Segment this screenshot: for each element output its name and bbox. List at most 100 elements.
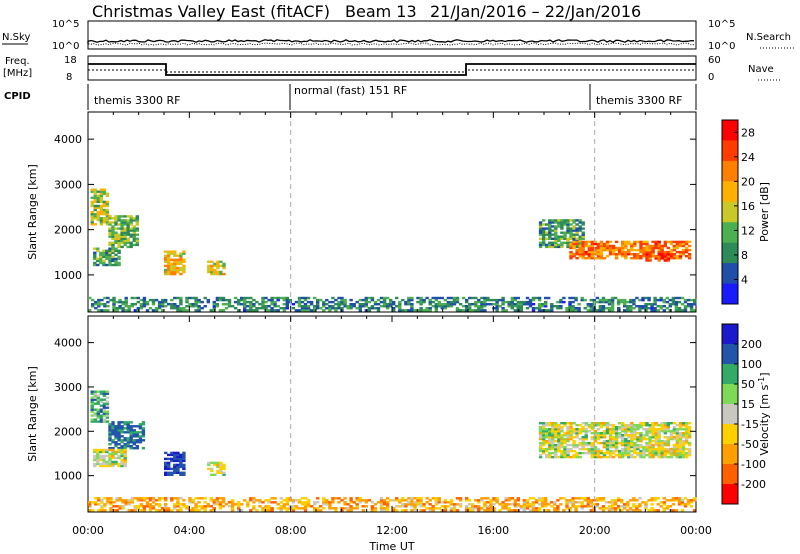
power-cell (91, 298, 95, 302)
power-cell (590, 257, 594, 260)
velocity-cell (121, 499, 125, 502)
velocity-cell (179, 465, 183, 469)
velocity-cell (108, 431, 112, 434)
velocity-cell (548, 437, 552, 441)
power-cell (575, 231, 579, 234)
power-cell (176, 254, 180, 257)
velocity-cell (596, 428, 601, 431)
power-cell (437, 296, 441, 300)
velocity-cell (395, 499, 399, 502)
velocity-cell (608, 439, 613, 443)
velocity-cell (548, 422, 552, 425)
power-cell (434, 305, 438, 308)
velocity-cell (108, 460, 112, 464)
power-cell (219, 270, 223, 274)
power-cell (538, 231, 543, 234)
velocity-cell (678, 443, 683, 447)
power-cell (120, 215, 124, 218)
power-cell (630, 244, 634, 248)
velocity-cell (639, 436, 643, 439)
power-cell (465, 300, 469, 304)
velocity-cell (627, 445, 631, 449)
velocity-cell (118, 499, 122, 502)
velocity-cell (630, 455, 634, 459)
power-cell (373, 300, 378, 304)
power-cell (93, 196, 97, 199)
power-cell (285, 300, 289, 304)
power-cell (581, 246, 585, 250)
velocity-cell (306, 505, 311, 508)
velocity-cell (279, 507, 283, 510)
velocity-cell (541, 499, 545, 502)
velocity-cell (373, 507, 378, 510)
power-cell (102, 202, 107, 206)
power-cell (105, 194, 110, 197)
power-cell (382, 300, 387, 304)
velocity-cell (551, 424, 555, 427)
velocity-cell (96, 408, 100, 411)
velocity-cell (672, 437, 677, 441)
power-cell (358, 298, 362, 302)
velocity-cell (584, 436, 588, 439)
power-cell (306, 296, 311, 300)
velocity-cell (678, 445, 683, 449)
velocity-cell (230, 499, 235, 502)
velocity-cell (507, 497, 511, 500)
velocity-cell (419, 499, 423, 502)
power-cell (525, 303, 530, 306)
power-cell (215, 305, 220, 308)
velocity-cell (675, 443, 680, 447)
power-cell (157, 300, 162, 304)
velocity-cell (510, 497, 514, 500)
power-cell (639, 257, 643, 260)
power-cell (590, 244, 594, 248)
velocity-frame (87, 315, 697, 513)
velocity-cell (563, 451, 567, 455)
velocity-cell (216, 463, 220, 467)
power-cell (114, 235, 118, 238)
power-cell (548, 241, 552, 244)
velocity-cell (551, 439, 555, 443)
power-cell (501, 303, 505, 306)
velocity-cell (654, 436, 658, 439)
velocity-cell (395, 505, 399, 508)
velocity-cell (566, 451, 570, 455)
velocity-cell (176, 469, 180, 473)
power-cell (120, 241, 124, 244)
velocity-cell (593, 434, 598, 437)
velocity-cell (641, 501, 645, 504)
velocity-cell (578, 428, 582, 431)
velocity-cell (370, 509, 375, 512)
velocity-cell (100, 509, 104, 512)
power-cell (111, 263, 115, 267)
velocity-cell (279, 509, 283, 512)
power-cell (382, 298, 387, 302)
velocity-cell (645, 441, 649, 445)
velocity-cell (173, 455, 177, 459)
power-cell (624, 257, 628, 260)
velocity-cell (557, 439, 561, 443)
velocity-cell (681, 445, 686, 449)
power-cell (222, 264, 226, 268)
velocity-cell (666, 437, 670, 441)
velocity-cell (103, 509, 107, 512)
power-cell (123, 229, 127, 232)
velocity-cell (651, 453, 655, 457)
power-cell (126, 233, 130, 236)
velocity-cell (103, 503, 107, 506)
power-cell (148, 298, 153, 302)
velocity-cell (554, 453, 558, 457)
velocity-cell (593, 439, 598, 443)
velocity-cell (109, 503, 113, 506)
velocity-cell (627, 426, 631, 429)
power-cell (590, 240, 594, 244)
velocity-cell (630, 439, 634, 443)
velocity-cell (645, 422, 649, 425)
velocity-cell (100, 501, 104, 504)
velocity-cell (672, 422, 677, 425)
power-cell (541, 309, 545, 312)
power-cell (623, 303, 627, 306)
power-cell (340, 296, 344, 300)
velocity-cell (578, 443, 582, 447)
velocity-cell (672, 432, 677, 435)
